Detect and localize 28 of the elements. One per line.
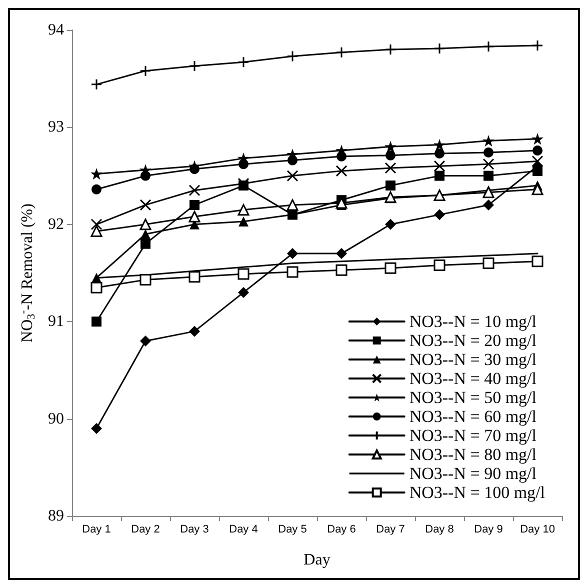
legend-label: NO3--N = 100 mg/l bbox=[409, 483, 546, 502]
legend-label: NO3--N = 60 mg/l bbox=[409, 407, 537, 426]
legend-label: NO3--N = 80 mg/l bbox=[409, 445, 537, 464]
legend-label: NO3--N = 90 mg/l bbox=[409, 464, 537, 483]
x-tick-label: Day 7 bbox=[376, 524, 405, 536]
y-tick-label: 93 bbox=[48, 118, 64, 136]
y-tick-label: 89 bbox=[48, 508, 64, 524]
x-tick-label: Day 3 bbox=[180, 524, 209, 536]
x-tick-label: Day 5 bbox=[278, 524, 307, 536]
y-tick-label: 94 bbox=[48, 22, 64, 38]
x-tick-label: Day 8 bbox=[425, 524, 454, 536]
x-tick-label: Day 1 bbox=[82, 524, 111, 536]
x-tick-label: Day 9 bbox=[474, 524, 503, 536]
x-tick-label: Day 2 bbox=[131, 524, 160, 536]
y-tick-label: 91 bbox=[48, 313, 64, 330]
legend-label: NO3--N = 50 mg/l bbox=[409, 388, 537, 407]
legend-label: NO3--N = 40 mg/l bbox=[409, 369, 537, 388]
x-axis-title: Day bbox=[304, 552, 330, 568]
y-tick-label: 92 bbox=[48, 216, 64, 233]
legend-label: NO3--N = 30 mg/l bbox=[409, 350, 537, 369]
legend-label: NO3--N = 70 mg/l bbox=[409, 426, 537, 445]
y-tick-label: 90 bbox=[48, 410, 64, 428]
y-axis-title: NO3--N Removal (%) bbox=[18, 204, 38, 342]
x-tick-label: Day 6 bbox=[327, 524, 356, 536]
legend-label: NO3--N = 20 mg/l bbox=[409, 331, 537, 350]
legend-label: NO3--N = 10 mg/l bbox=[409, 312, 537, 331]
x-tick-label: Day 4 bbox=[229, 524, 258, 536]
x-tick-label: Day 10 bbox=[520, 524, 555, 536]
